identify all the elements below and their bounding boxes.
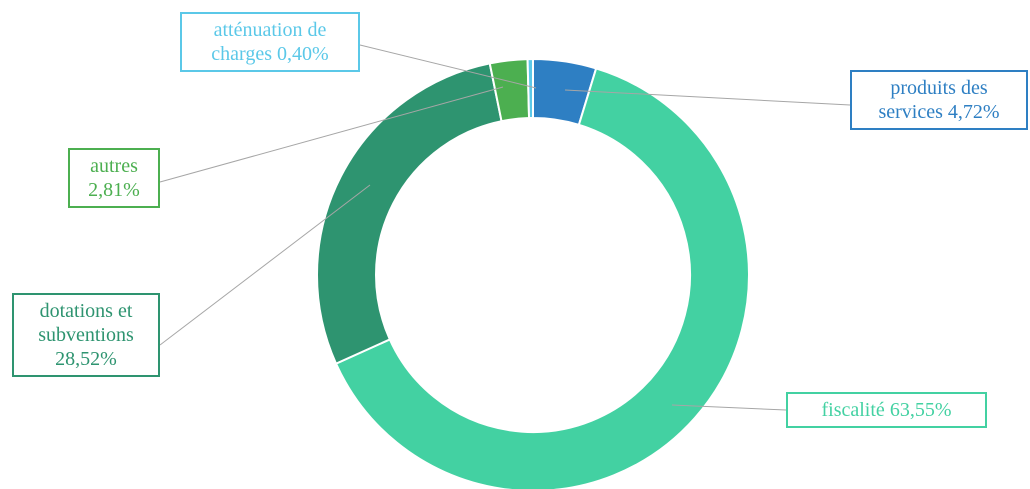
category-label: autres: [90, 155, 138, 177]
data-label: fiscalité 63,55%: [786, 392, 987, 428]
category-label: dotations et subventions: [38, 300, 134, 346]
donut-slice: [526, 57, 534, 120]
leader-line: [159, 184, 371, 346]
category-label: atténuation de charges: [211, 19, 327, 65]
leader-line: [159, 86, 504, 183]
data-label: produits des services 4,72%: [850, 70, 1028, 130]
donut-slice: [334, 67, 750, 489]
leader-line: [564, 89, 851, 106]
category-label: fiscalité: [821, 399, 885, 421]
leader-line: [359, 44, 537, 89]
value-label: 2,81%: [88, 179, 140, 201]
donut-slice: [316, 62, 503, 365]
value-label: 63,55%: [889, 399, 952, 421]
data-label: autres 2,81%: [68, 148, 160, 208]
leader-line: [671, 404, 787, 411]
category-label: produits des services: [878, 77, 988, 123]
value-label: 0,40%: [277, 43, 329, 65]
value-label: 4,72%: [947, 101, 1000, 123]
data-label: atténuation de charges 0,40%: [180, 12, 360, 72]
data-label: dotations et subventions 28,52%: [12, 293, 160, 377]
value-label: 28,52%: [55, 348, 117, 370]
